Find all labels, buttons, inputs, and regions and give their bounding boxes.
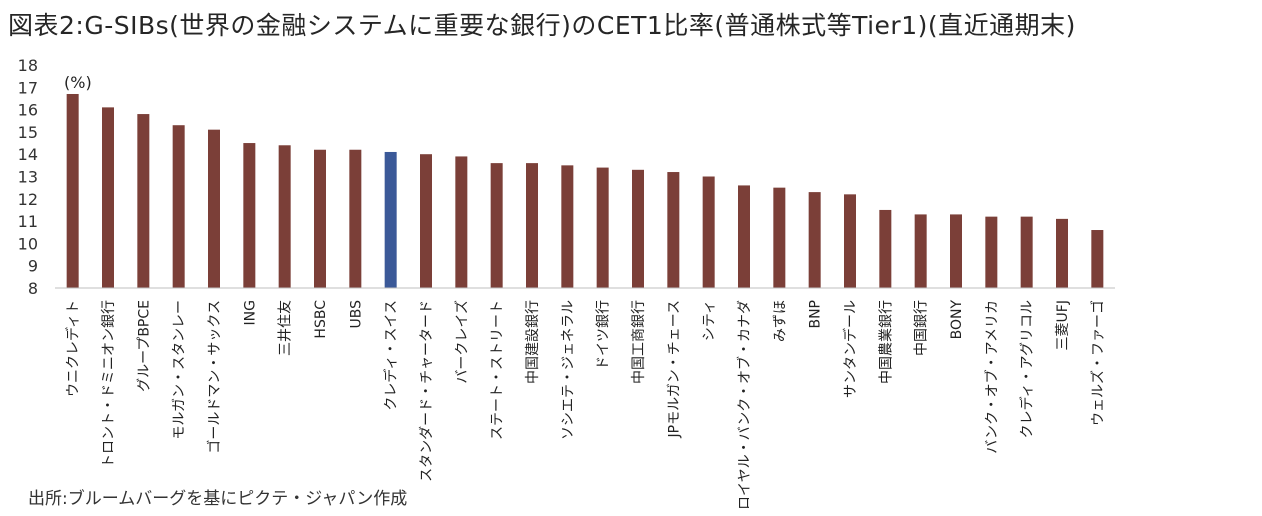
category-label: UBS — [348, 300, 364, 329]
category-label: ウニクレディト — [65, 300, 82, 397]
category-label: モルガン・スタンレー — [172, 300, 188, 440]
bar — [314, 149, 326, 288]
bar — [208, 129, 220, 288]
bar — [667, 172, 680, 288]
y-tick-label: 13 — [18, 168, 38, 187]
bar — [420, 154, 432, 288]
bars — [66, 93, 1104, 289]
category-label: ソシエテ・ジェネラル — [560, 300, 576, 440]
category-label: ステート・ストリート — [490, 300, 506, 440]
bar — [243, 143, 256, 288]
bar — [738, 185, 750, 288]
category-label: クレディ・スイス — [383, 300, 400, 411]
bar — [596, 167, 609, 288]
category-label: 三菱UFJ — [1055, 300, 1071, 350]
bar — [1020, 216, 1033, 288]
y-axis: 8 9 10 11 12 13 14 15 16 17 18 — [18, 56, 38, 298]
category-label: グループBPCE — [136, 300, 152, 392]
bar — [66, 93, 79, 289]
category-label: JPモルガン・チェース — [666, 300, 682, 438]
category-label: ING — [242, 300, 258, 325]
category-label: BONY — [949, 300, 965, 340]
category-label: バークレイズ — [454, 300, 470, 384]
y-tick-label: 11 — [18, 212, 38, 231]
bar — [808, 192, 821, 288]
bar — [844, 194, 856, 288]
bar — [914, 214, 927, 288]
bar — [490, 163, 503, 288]
category-label: ドイツ銀行 — [596, 300, 612, 370]
bar — [137, 114, 150, 288]
category-label: みずほ — [772, 300, 788, 342]
category-label: トロント・ドミニオン銀行 — [101, 300, 117, 468]
bar — [384, 151, 397, 288]
y-tick-label: 8 — [28, 279, 38, 298]
category-label: 三井住友 — [278, 300, 294, 356]
category-label: ロイヤル・バンク・オブ・カナダ — [736, 300, 753, 510]
bar — [455, 156, 468, 288]
y-tick-label: 15 — [18, 123, 38, 142]
category-label: バンク・オブ・アメリカ — [983, 300, 1000, 454]
source-note: 出所:ブルームバーグを基にピクテ・ジャパン作成 — [28, 489, 408, 509]
bar — [702, 176, 715, 288]
bar — [1056, 218, 1068, 288]
category-label: BNP — [808, 300, 824, 329]
category-label: シティ — [702, 300, 718, 341]
bar — [278, 145, 291, 288]
bar — [950, 214, 962, 288]
y-tick-label: 9 — [28, 257, 38, 276]
category-label: 中国銀行 — [914, 300, 930, 356]
category-label: 中国建設銀行 — [525, 300, 541, 384]
y-tick-label: 18 — [18, 56, 38, 75]
bar — [349, 149, 362, 288]
category-label: 中国農業銀行 — [878, 300, 894, 384]
y-tick-label: 16 — [18, 101, 38, 120]
category-label: 中国工商銀行 — [631, 300, 647, 384]
bar — [102, 107, 114, 289]
category-label: ウェルズ・ファーゴ — [1089, 300, 1106, 426]
bar — [985, 216, 998, 288]
category-label: スタンダード・チャータード — [419, 300, 435, 482]
chart-title: 図表2:G-SIBs(世界の金融システムに重要な銀行)のCET1比率(普通株式等… — [8, 11, 1076, 40]
unit-label: (%) — [64, 73, 92, 92]
category-label: サンタンデール — [842, 300, 859, 398]
bar — [773, 187, 786, 288]
y-tick-label: 14 — [18, 145, 38, 164]
category-label: クレディ・アグリコル — [1019, 300, 1036, 438]
bar — [172, 125, 185, 289]
bar — [526, 163, 538, 288]
category-label: ゴールドマン・サックス — [206, 300, 223, 454]
bar — [561, 165, 574, 288]
bar — [1091, 230, 1104, 288]
bar — [879, 209, 892, 288]
y-tick-label: 12 — [18, 190, 38, 209]
y-tick-label: 17 — [18, 78, 38, 97]
category-label: HSBC — [313, 300, 329, 339]
x-axis-labels: ウニクレディト トロント・ドミニオン銀行 グループBPCE モルガン・スタンレー ゴール… — [65, 300, 1107, 510]
bar — [632, 169, 644, 288]
y-tick-label: 10 — [18, 234, 38, 253]
